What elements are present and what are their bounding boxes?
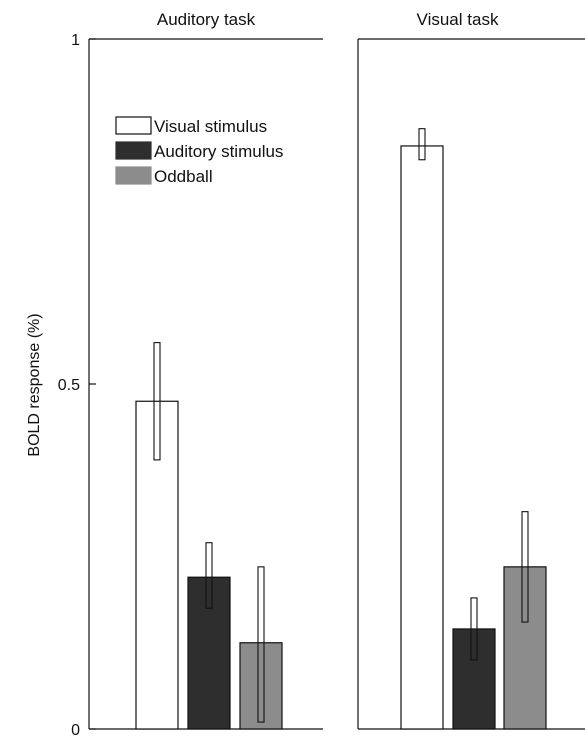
panel-title: Visual task (417, 10, 499, 29)
bar-oddball (239, 642, 283, 730)
legend-swatch (115, 166, 152, 185)
legend: Visual stimulus Auditory stimulus Oddball (115, 116, 283, 186)
error-bar (470, 597, 478, 661)
bar-auditory-stimulus (187, 576, 231, 730)
legend-swatch (115, 116, 152, 135)
panel-title: Auditory task (157, 10, 256, 29)
legend-swatch (115, 141, 152, 160)
error-bar (257, 566, 265, 723)
panel-1: Auditory task (88, 10, 323, 730)
y-tick-label: 1 (71, 32, 80, 49)
bar-visual-stimulus (400, 145, 444, 730)
error-bar (153, 342, 161, 461)
legend-label: Visual stimulus (154, 117, 267, 136)
bar-oddball (503, 566, 547, 730)
error-bar (418, 128, 426, 161)
legend-label: Auditory stimulus (154, 142, 283, 161)
legend-label: Oddball (154, 167, 213, 186)
bar-visual-stimulus (135, 400, 179, 730)
y-axis-label: BOLD response (%) (26, 313, 43, 456)
error-bar (521, 511, 529, 623)
panel-2: Visual task (357, 10, 585, 730)
y-tick-label: 0 (71, 722, 80, 739)
y-tick-label: 0.5 (58, 377, 80, 394)
error-bar (205, 542, 213, 609)
bar-auditory-stimulus (452, 628, 496, 730)
